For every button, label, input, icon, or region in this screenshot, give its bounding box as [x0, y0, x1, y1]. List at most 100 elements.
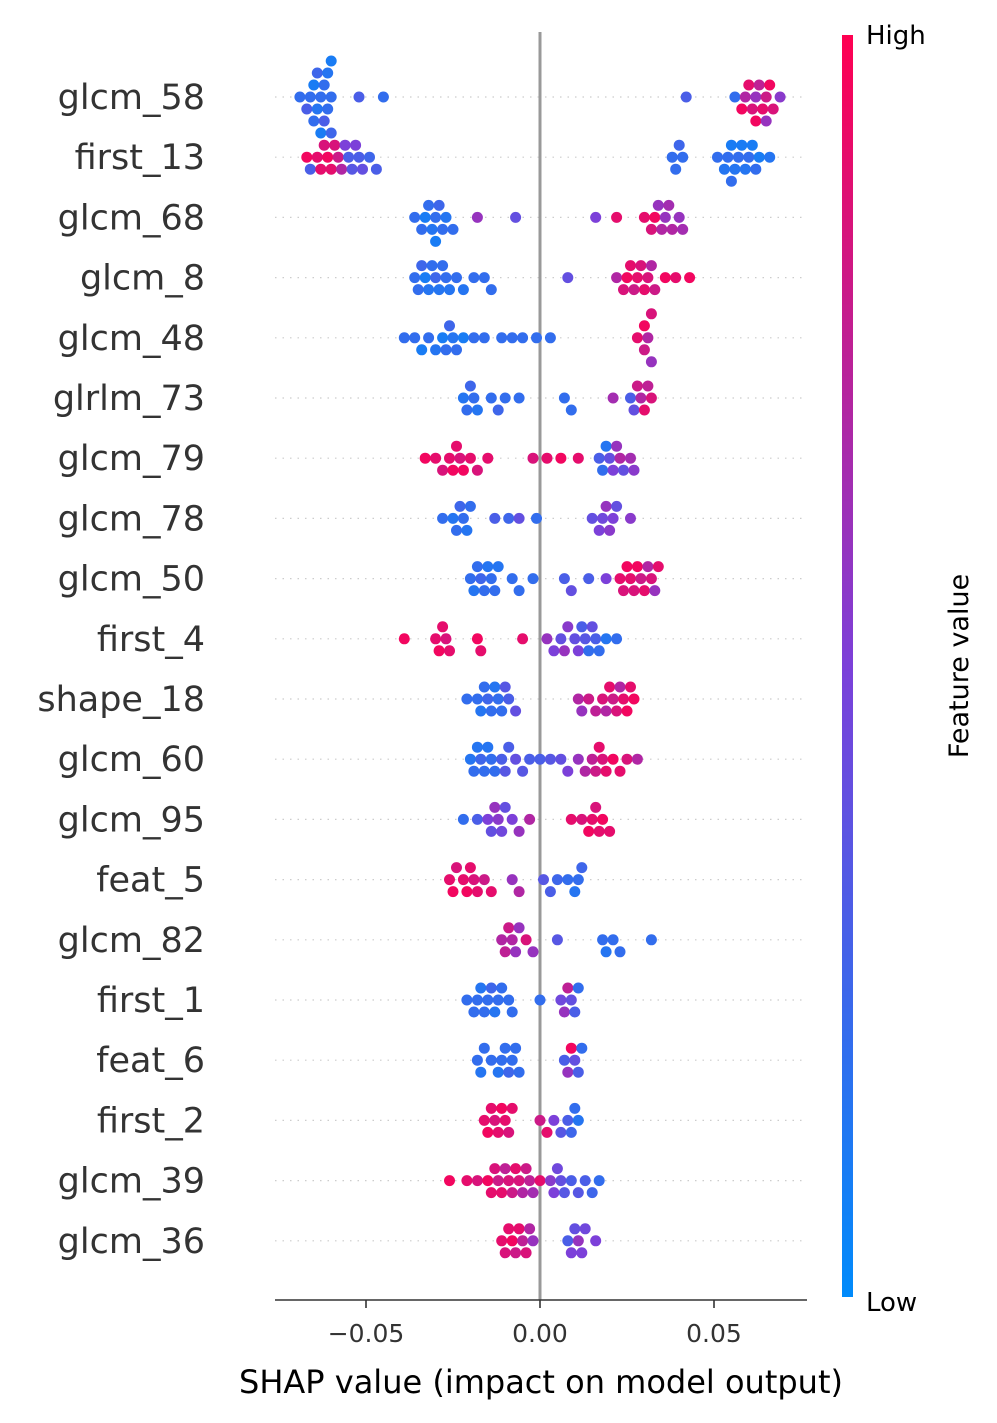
shap-point: [426, 223, 438, 235]
shap-point: [478, 1042, 490, 1054]
shap-point: [527, 1235, 539, 1247]
shap-point: [409, 272, 421, 284]
feature-label: first_4: [97, 620, 205, 660]
shap-point: [499, 765, 511, 777]
feature-label: first_1: [97, 981, 205, 1021]
feature-label: glcm_60: [58, 740, 205, 780]
shap-point: [600, 765, 612, 777]
shap-point: [482, 741, 494, 753]
shap-point: [579, 633, 591, 645]
shap-point: [746, 103, 758, 115]
shap-point: [572, 645, 584, 657]
shap-point: [618, 693, 629, 705]
shap-point: [513, 392, 525, 404]
shap-point: [346, 163, 358, 175]
shap-points: [294, 55, 786, 1259]
shap-point: [607, 392, 619, 404]
shap-point: [527, 573, 539, 585]
shap-point: [684, 272, 696, 284]
shap-point: [419, 272, 431, 284]
shap-point: [576, 705, 588, 717]
shap-point: [572, 1235, 584, 1247]
shap-point: [673, 211, 685, 223]
shap-point: [628, 585, 640, 597]
shap-point: [353, 91, 365, 103]
shap-point: [656, 223, 668, 235]
shap-point: [370, 163, 382, 175]
shap-point: [579, 1223, 591, 1235]
shap-point: [600, 440, 612, 452]
shap-point: [496, 982, 508, 994]
x-tick-label: 0.05: [686, 1319, 742, 1348]
shap-point: [670, 163, 682, 175]
shap-point: [760, 115, 772, 127]
shap-point: [506, 332, 518, 344]
shap-point: [457, 813, 469, 825]
shap-point: [430, 272, 442, 284]
feature-label: first_2: [97, 1101, 205, 1141]
shap-point: [503, 1223, 515, 1235]
shap-point: [614, 946, 626, 958]
shap-point: [597, 753, 609, 765]
shap-point: [611, 440, 623, 452]
shap-point: [562, 272, 574, 284]
shap-point: [569, 886, 581, 898]
shap-point: [492, 994, 504, 1006]
shap-point: [433, 284, 445, 296]
x-tick-label: −0.05: [328, 1319, 405, 1348]
shap-point: [301, 151, 313, 163]
shap-point: [496, 332, 508, 344]
shap-point: [430, 633, 442, 645]
feature-label: glcm_50: [58, 560, 205, 600]
shap-point: [461, 524, 473, 536]
feature-label: glcm_68: [58, 198, 205, 238]
shap-point: [743, 151, 755, 163]
shap-point: [485, 982, 497, 994]
colorbar-title: Feature value: [944, 574, 975, 758]
shap-point: [736, 103, 748, 115]
shap-point: [569, 1102, 581, 1114]
shap-point: [409, 332, 421, 344]
feature-label: glcm_79: [58, 439, 205, 479]
shap-point: [544, 886, 556, 898]
shap-point: [565, 585, 577, 597]
shap-point: [569, 1223, 581, 1235]
shap-point: [725, 139, 737, 151]
shap-point: [503, 741, 515, 753]
shap-point: [583, 693, 595, 705]
shap-point: [451, 272, 462, 284]
shap-point: [635, 392, 647, 404]
shap-point: [489, 1114, 501, 1126]
shap-point: [562, 874, 574, 886]
shap-point: [499, 1114, 511, 1126]
shap-point: [611, 272, 623, 284]
shap-point: [506, 1102, 518, 1114]
shap-point: [551, 874, 563, 886]
shap-point: [409, 211, 421, 223]
shap-point: [590, 211, 602, 223]
shap-point: [492, 693, 504, 705]
shap-point: [503, 994, 515, 1006]
shap-point: [524, 753, 536, 765]
shap-point: [475, 573, 487, 585]
shap-point: [444, 1175, 455, 1187]
shap-point: [607, 753, 619, 765]
shap-point: [534, 753, 546, 765]
shap-point: [746, 139, 758, 151]
shap-point: [475, 1066, 487, 1078]
shap-point: [482, 813, 494, 825]
shap-point: [398, 332, 410, 344]
shap-point: [353, 151, 365, 163]
shap-point: [586, 1187, 598, 1199]
shap-point: [618, 464, 629, 476]
shap-point: [468, 1006, 480, 1018]
shap-point: [471, 994, 483, 1006]
shap-point: [437, 621, 449, 633]
shap-point: [597, 693, 609, 705]
shap-point: [496, 1187, 508, 1199]
shap-point: [527, 452, 539, 464]
shap-point: [322, 67, 334, 79]
shap-point: [631, 272, 643, 284]
shap-point: [416, 344, 428, 356]
shap-point: [663, 199, 675, 211]
